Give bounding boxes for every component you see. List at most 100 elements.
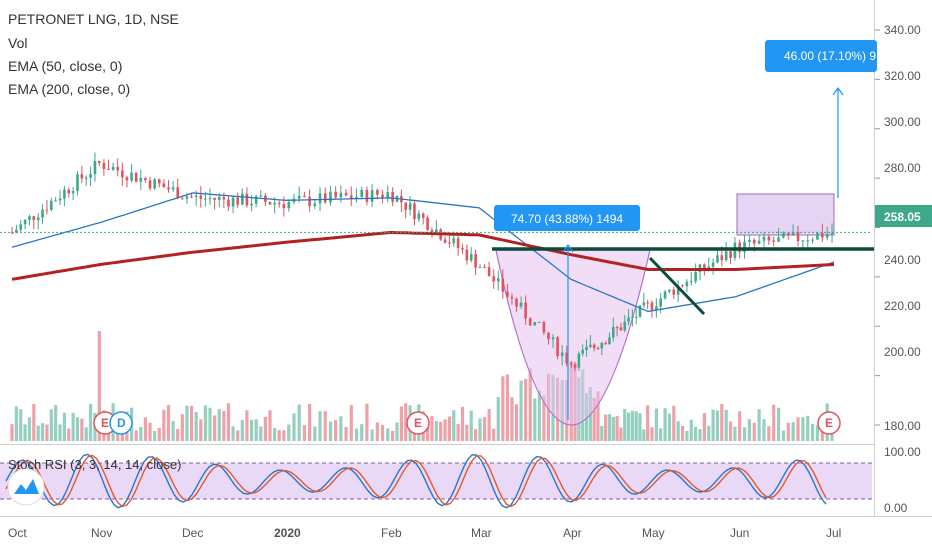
volume-bar bbox=[199, 419, 203, 441]
candle-body bbox=[496, 278, 500, 282]
candle-body bbox=[663, 291, 667, 299]
candle-body bbox=[806, 240, 810, 242]
drawing-shapes bbox=[495, 193, 835, 426]
candle-body bbox=[41, 209, 44, 218]
volume-bar bbox=[334, 420, 338, 441]
candle-body bbox=[76, 174, 79, 192]
candle-body bbox=[185, 196, 189, 199]
candle-body bbox=[711, 262, 715, 267]
candle-body bbox=[623, 321, 627, 331]
candle-body bbox=[685, 281, 689, 287]
candle-body bbox=[506, 291, 509, 297]
candle-body bbox=[615, 327, 619, 329]
candle-body bbox=[642, 302, 646, 306]
candle-body bbox=[282, 203, 286, 209]
volume-bar bbox=[71, 412, 75, 441]
candle-body bbox=[268, 201, 272, 205]
chart-title: PETRONET LNG, 1D, NSE bbox=[8, 11, 179, 27]
earnings-marker[interactable]: E bbox=[817, 411, 841, 435]
candle-body bbox=[604, 342, 607, 345]
volume-bar bbox=[273, 428, 277, 441]
volume-bar bbox=[139, 426, 143, 441]
price-tick: 240.00 bbox=[884, 253, 921, 267]
candle-body bbox=[611, 327, 615, 338]
candle-body bbox=[254, 196, 258, 204]
price-tick: 200.00 bbox=[884, 345, 921, 359]
candle-body bbox=[329, 191, 332, 203]
volume-bar bbox=[49, 409, 53, 441]
candle-body bbox=[386, 191, 390, 198]
candle-body bbox=[452, 238, 456, 244]
volume-bar bbox=[596, 391, 600, 441]
volume-bar bbox=[592, 397, 596, 441]
candle-body bbox=[181, 198, 184, 200]
candle-body bbox=[417, 213, 421, 220]
candle-body bbox=[313, 203, 317, 207]
volume-bar bbox=[313, 426, 317, 441]
candle-body bbox=[592, 344, 596, 349]
volume-bar bbox=[767, 426, 771, 441]
volume-bar bbox=[222, 410, 226, 441]
candle-body bbox=[23, 219, 27, 225]
volume-bar bbox=[685, 430, 689, 441]
volume-bar bbox=[328, 421, 333, 441]
volume-bar bbox=[425, 421, 430, 441]
volume-bar bbox=[510, 397, 514, 441]
candle-body bbox=[581, 349, 585, 354]
range-label: 46.00 (17.10%) 9 bbox=[784, 49, 876, 63]
dividend-marker[interactable]: D bbox=[109, 411, 133, 435]
volume-bar bbox=[604, 414, 608, 441]
svg-text:E: E bbox=[414, 416, 422, 430]
candle-body bbox=[176, 187, 180, 199]
candle-body bbox=[10, 232, 14, 234]
volume-bar bbox=[208, 407, 212, 441]
volume-bar bbox=[40, 423, 45, 441]
volume-bar bbox=[456, 423, 460, 441]
volume-bar bbox=[217, 409, 221, 441]
candle-body bbox=[501, 278, 505, 292]
candle-body bbox=[231, 197, 235, 207]
time-tick: 2020 bbox=[274, 526, 301, 540]
volume-bar bbox=[752, 422, 756, 441]
volume-bar bbox=[412, 429, 417, 441]
measure-arrow bbox=[562, 243, 574, 253]
volume-bar bbox=[776, 407, 781, 441]
earnings-marker[interactable]: E bbox=[406, 411, 430, 435]
candle-body bbox=[703, 264, 706, 270]
volume-bar bbox=[297, 404, 301, 441]
candle-body bbox=[111, 166, 115, 170]
candle-body bbox=[381, 194, 384, 198]
volume-bar bbox=[143, 417, 148, 441]
candle-body bbox=[646, 302, 649, 304]
candle-body bbox=[148, 180, 152, 189]
logo-badge bbox=[7, 468, 45, 506]
volume-bar bbox=[501, 376, 505, 441]
candle-body bbox=[461, 248, 464, 250]
stoch-tick: 0.00 bbox=[884, 501, 908, 515]
volume-bar bbox=[663, 408, 667, 441]
candle-body bbox=[456, 238, 460, 249]
candle-body bbox=[194, 195, 198, 197]
volume-bar bbox=[36, 425, 40, 441]
volume-bar bbox=[542, 395, 546, 441]
volume-bar bbox=[153, 430, 157, 441]
candle-body bbox=[157, 179, 161, 184]
candle-body bbox=[748, 239, 751, 242]
candle-body bbox=[560, 352, 564, 357]
volume-bar bbox=[715, 410, 720, 441]
candle-body bbox=[811, 239, 814, 241]
volume-bar bbox=[747, 419, 751, 441]
volume-bar bbox=[528, 368, 532, 441]
volume-bar bbox=[724, 409, 728, 441]
candle-body bbox=[80, 174, 84, 179]
candle-body bbox=[573, 364, 577, 368]
candle-body bbox=[15, 229, 18, 233]
volume-bar bbox=[375, 422, 379, 441]
volume-bar bbox=[157, 427, 161, 441]
volume-bar bbox=[654, 408, 658, 441]
candle-body bbox=[19, 224, 23, 230]
candle-body bbox=[360, 189, 364, 197]
candle-body bbox=[199, 195, 203, 199]
